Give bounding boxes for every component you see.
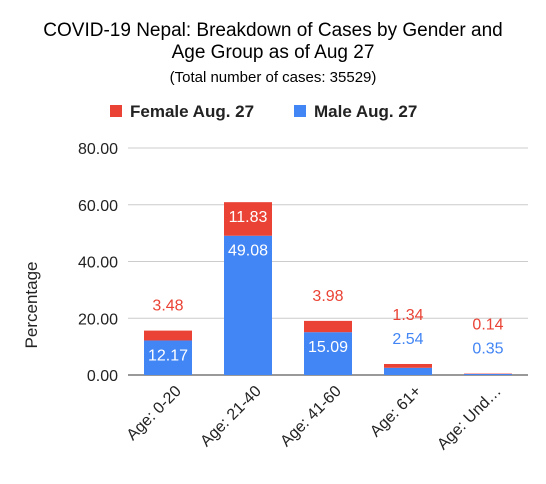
- legend-label-male: Male Aug. 27: [314, 102, 417, 121]
- x-tick-label: Age: Und…: [434, 383, 505, 454]
- legend: Female Aug. 27 Male Aug. 27: [110, 102, 417, 121]
- bar-female: [304, 320, 352, 333]
- data-label-female: 3.48: [152, 298, 183, 315]
- data-label-female: 0.14: [472, 317, 503, 334]
- chart-subtitle: (Total number of cases: 35529): [170, 69, 377, 86]
- legend-label-female: Female Aug. 27: [130, 102, 254, 121]
- x-tick-labels: Age: 0-20 Age: 21-40 Age: 41-60 Age: 61+ Age…: [124, 383, 505, 454]
- y-tick-label: 80.00: [78, 141, 118, 158]
- data-label-male: 0.35: [472, 341, 503, 358]
- x-tick-label: Age: 21-40: [197, 383, 264, 450]
- legend-swatch-female: [110, 105, 122, 117]
- bar-male: [304, 332, 352, 375]
- y-axis-label: Percentage: [22, 262, 41, 349]
- y-tick-labels: 0.00 20.00 40.00 60.00 80.00: [78, 141, 118, 385]
- chart-title-line-2: Age Group as of Aug 27: [172, 42, 375, 63]
- x-tick-label: Age: 41-60: [277, 383, 344, 450]
- gridlines: [128, 147, 528, 376]
- data-labels: 12.17 3.48 49.08 11.83 15.09 3.98 2.54 1.34 0.35…: [148, 209, 504, 364]
- x-tick-label: Age: 61+: [367, 383, 425, 441]
- y-tick-label: 40.00: [78, 255, 118, 272]
- legend-swatch-male: [294, 105, 306, 117]
- data-label-female: 3.98: [312, 288, 343, 305]
- data-label-male: 2.54: [392, 331, 423, 348]
- data-label-male: 12.17: [148, 347, 188, 364]
- x-tick-label: Age: 0-20: [124, 383, 185, 444]
- bar-female: [224, 202, 272, 236]
- bar-male: [464, 374, 512, 375]
- bar-male: [384, 367, 432, 375]
- bar-male: [224, 235, 272, 375]
- data-label-female: 1.34: [392, 307, 423, 324]
- bars: [144, 202, 512, 375]
- data-label-female: 11.83: [229, 209, 268, 226]
- bar-female: [144, 330, 192, 341]
- y-tick-label: 20.00: [78, 311, 118, 328]
- y-tick-label: 0.00: [87, 368, 118, 385]
- chart-title-line-1: COVID-19 Nepal: Breakdown of Cases by Ge…: [43, 20, 502, 41]
- y-tick-label: 60.00: [78, 198, 118, 215]
- bar-male: [144, 340, 192, 375]
- bar-female: [384, 363, 432, 368]
- data-label-male: 49.08: [228, 243, 268, 260]
- data-label-male: 15.09: [308, 339, 348, 356]
